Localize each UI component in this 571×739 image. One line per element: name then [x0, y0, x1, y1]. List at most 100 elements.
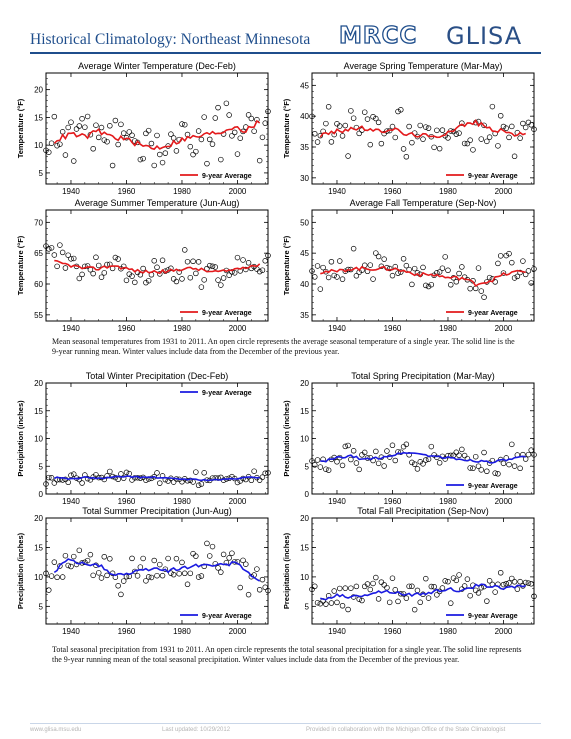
chart-title: Average Spring Temperature (Mar-May): [344, 61, 503, 71]
data-point: [337, 258, 343, 264]
data-point: [98, 124, 105, 131]
data-point: [484, 598, 490, 604]
data-point: [312, 130, 318, 137]
temperature-caption: Mean seasonal temperatures from 1931 to …: [52, 337, 515, 356]
y-tick-label: 55: [34, 311, 43, 320]
data-point: [450, 452, 457, 459]
data-point: [398, 590, 404, 597]
running-mean-line: [53, 475, 260, 482]
x-tick-label: 1960: [384, 627, 402, 636]
data-point: [348, 585, 354, 591]
y-axis-label: Temperature (°F): [282, 235, 291, 295]
data-point: [314, 599, 321, 606]
data-point: [259, 267, 266, 273]
y-tick-label: 65: [34, 249, 43, 258]
y-tick-label: 10: [300, 435, 309, 444]
data-point: [46, 474, 52, 481]
data-point: [115, 583, 121, 589]
data-point: [525, 268, 532, 274]
data-point: [373, 115, 379, 122]
data-point: [104, 473, 110, 479]
data-point: [220, 551, 227, 558]
data-point: [173, 555, 180, 562]
data-point: [506, 461, 512, 468]
data-point: [434, 454, 440, 461]
data-point: [182, 121, 188, 128]
data-point: [359, 597, 365, 604]
data-point: [159, 572, 166, 579]
data-point: [417, 122, 423, 129]
x-tick-label: 1960: [118, 187, 136, 196]
data-point: [395, 598, 401, 605]
data-point: [137, 475, 144, 481]
y-axis-label: Precipitation (inches): [16, 400, 25, 477]
data-point: [400, 146, 407, 152]
y-tick-label: 5: [39, 169, 44, 178]
data-point: [484, 138, 490, 145]
data-point: [251, 468, 257, 474]
data-point: [339, 462, 346, 469]
data-point: [123, 134, 130, 141]
data-point: [176, 269, 182, 275]
data-point: [367, 141, 374, 148]
data-point: [520, 258, 526, 264]
data-point: [436, 269, 443, 275]
data-point: [187, 274, 194, 281]
data-point: [223, 559, 230, 566]
x-tick-label: 1960: [384, 324, 402, 333]
data-point: [345, 153, 351, 159]
data-point: [170, 276, 177, 282]
data-point: [373, 574, 379, 581]
y-tick-label: 20: [34, 514, 43, 523]
data-point: [245, 112, 252, 118]
data-point: [339, 276, 346, 282]
data-point: [157, 271, 163, 277]
data-point: [198, 573, 205, 579]
data-point: [409, 281, 415, 288]
data-point: [237, 584, 244, 591]
data-point: [317, 286, 324, 292]
data-point: [423, 457, 429, 463]
data-point: [107, 556, 113, 562]
data-point: [317, 132, 324, 139]
data-point: [182, 570, 188, 577]
data-point: [467, 137, 473, 143]
data-point: [395, 108, 401, 115]
data-point: [439, 265, 446, 271]
data-point: [511, 579, 518, 585]
data-point: [243, 266, 249, 273]
data-point: [456, 572, 462, 578]
data-point: [328, 258, 335, 265]
data-point: [325, 467, 332, 473]
y-tick-label: 20: [34, 379, 43, 388]
data-point: [98, 575, 105, 581]
data-point: [240, 257, 246, 263]
data-point: [334, 459, 340, 465]
data-point: [93, 472, 99, 478]
data-point: [314, 457, 321, 463]
data-point: [109, 162, 116, 169]
data-point: [220, 275, 227, 281]
data-point: [528, 447, 534, 453]
data-point: [115, 256, 121, 262]
data-point: [76, 275, 83, 282]
data-point: [464, 576, 471, 582]
data-point: [348, 108, 354, 114]
data-point: [342, 268, 349, 274]
data-point: [409, 583, 415, 590]
data-point: [262, 120, 268, 126]
data-point: [70, 471, 77, 477]
data-point: [520, 120, 526, 127]
data-point: [62, 152, 69, 158]
data-point: [204, 160, 210, 167]
data-point: [445, 135, 451, 141]
data-point: [265, 252, 271, 259]
data-point: [193, 469, 199, 475]
x-tick-label: 1960: [118, 627, 136, 636]
data-point: [43, 243, 49, 249]
data-point: [231, 129, 238, 136]
data-point: [323, 466, 329, 472]
data-point: [475, 463, 482, 469]
data-point: [522, 124, 529, 131]
data-point: [51, 480, 58, 486]
